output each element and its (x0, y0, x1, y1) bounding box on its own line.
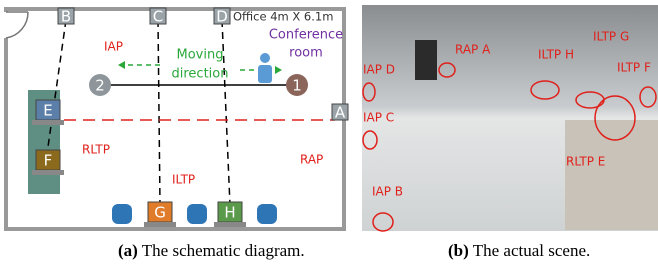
photo-label: RAP A (455, 43, 491, 57)
point-label: 2 (95, 77, 105, 95)
person (415, 40, 437, 80)
room-label: Office 4m X 6.1m (233, 10, 333, 24)
conference-label: Conference (269, 28, 343, 43)
caption-label: (a) (118, 241, 138, 260)
moving-label: direction (172, 67, 229, 82)
photo-label: IAP B (372, 185, 403, 199)
rap-label: RAP (300, 153, 323, 167)
caption: (b) The actual scene. (448, 241, 590, 260)
photo: RAP A ILTP H ILTP G ILTP F IAP D IAP C R… (362, 5, 658, 231)
ap-label: A (335, 104, 346, 122)
photo-label: IAP D (363, 63, 395, 77)
caption-label: (b) (448, 241, 469, 260)
person (258, 53, 272, 83)
photo-label: ILTP G (593, 30, 629, 44)
photo-label: RLTP E (566, 155, 605, 169)
ap-label: B (61, 8, 71, 26)
page: 2 1 B C D A E F G H Office 4m X 6.1m IAP… (0, 0, 658, 267)
caption-text: The actual scene. (473, 241, 591, 260)
laptop-f: F (32, 150, 64, 175)
photo-label: IAP C (363, 111, 394, 125)
caption: (a) The schematic diagram. (118, 241, 305, 260)
laptop-g: G (144, 202, 176, 227)
desk (565, 120, 658, 230)
door-gap (3, 12, 11, 38)
laptop-label: G (154, 204, 166, 222)
laptop-e: E (32, 100, 64, 125)
ap-c: C (150, 8, 166, 26)
moving-label: Moving (177, 48, 224, 63)
point-label: 1 (292, 77, 302, 95)
laptop-label: F (44, 152, 53, 170)
ap-a: A (332, 104, 348, 122)
conference-label: room (289, 46, 323, 61)
schematic: 2 1 B C D A E F G H Office 4m X 6.1m IAP… (3, 8, 348, 230)
figure: 2 1 B C D A E F G H Office 4m X 6.1m IAP… (0, 0, 658, 267)
photo-label: ILTP F (617, 61, 651, 75)
photo-label: ILTP H (538, 48, 574, 62)
ap-label: D (216, 8, 228, 26)
iap-label: IAP (104, 40, 123, 54)
caption-text: The schematic diagram. (142, 241, 305, 260)
laptop-label: H (224, 204, 235, 222)
rltp-label: RLTP (82, 143, 110, 157)
ap-label: C (153, 8, 163, 26)
ap-b: B (58, 8, 74, 26)
laptop-label: E (43, 102, 52, 120)
iltp-label: ILTP (172, 173, 195, 187)
ap-d: D (214, 8, 230, 26)
laptop-h: H (214, 202, 246, 227)
